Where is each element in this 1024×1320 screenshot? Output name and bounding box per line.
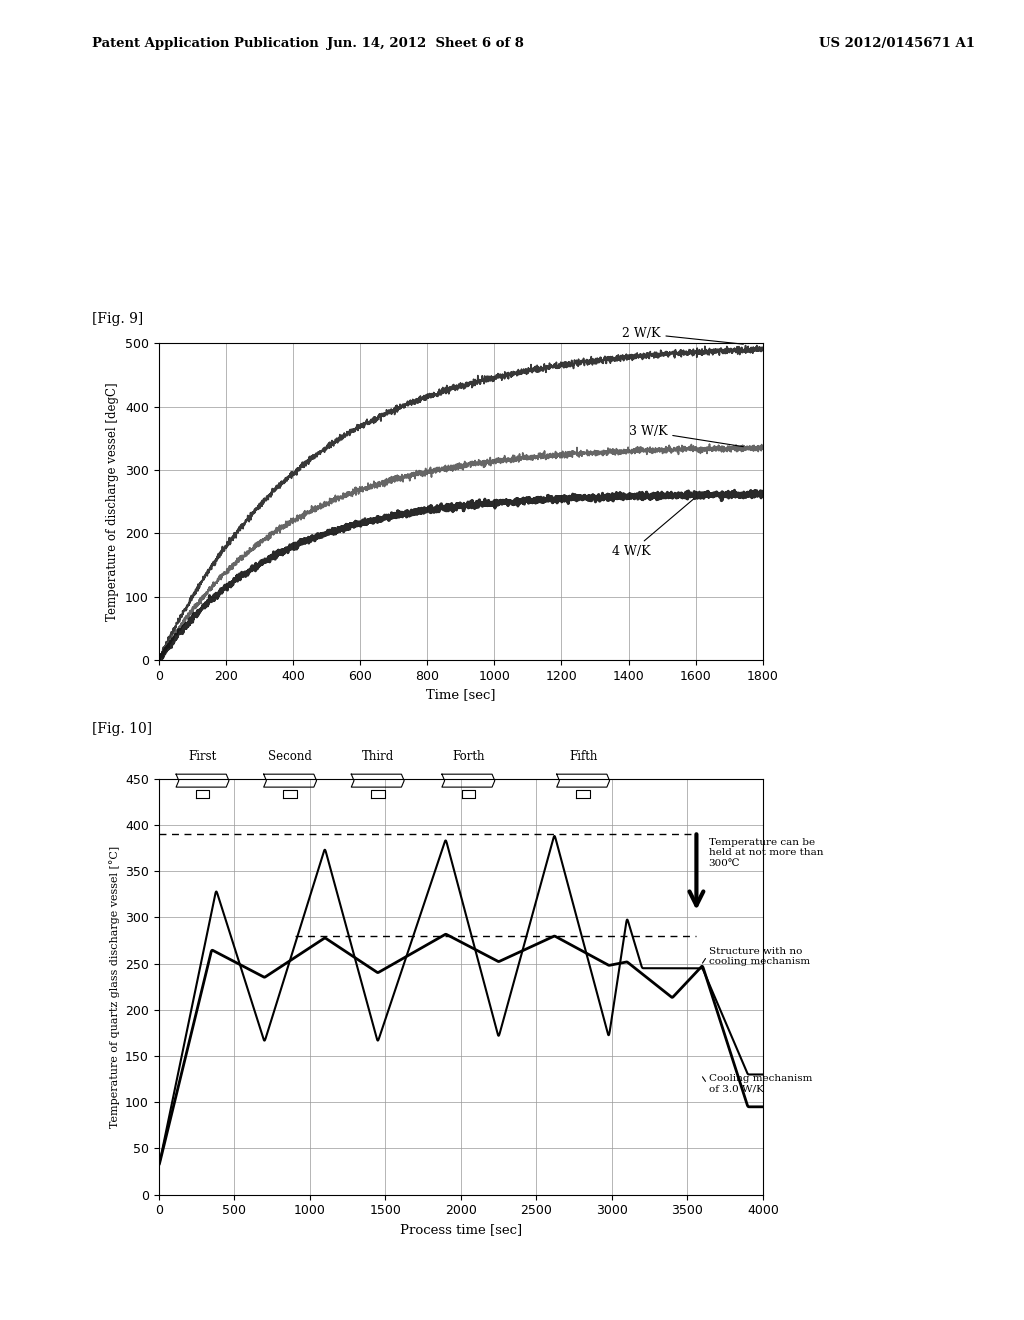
Text: 2 W/K: 2 W/K: [622, 327, 743, 345]
Text: Jun. 14, 2012  Sheet 6 of 8: Jun. 14, 2012 Sheet 6 of 8: [327, 37, 523, 50]
Text: Fifth: Fifth: [569, 750, 597, 763]
Text: [Fig. 9]: [Fig. 9]: [92, 313, 143, 326]
Y-axis label: Temperature of discharge vessel [degC]: Temperature of discharge vessel [degC]: [106, 383, 120, 620]
Text: Third: Third: [361, 750, 394, 763]
Text: 3 W/K: 3 W/K: [629, 425, 743, 446]
Text: Second: Second: [268, 750, 312, 763]
Text: Patent Application Publication: Patent Application Publication: [92, 37, 318, 50]
Text: Forth: Forth: [453, 750, 484, 763]
Text: Structure with no
cooling mechanism: Structure with no cooling mechanism: [709, 946, 810, 966]
Text: First: First: [188, 750, 217, 763]
Text: Temperature can be
held at not more than
300℃: Temperature can be held at not more than…: [709, 838, 823, 867]
X-axis label: Process time [sec]: Process time [sec]: [399, 1222, 522, 1236]
Text: Cooling mechanism
of 3.0 W/K: Cooling mechanism of 3.0 W/K: [709, 1074, 812, 1093]
Text: US 2012/0145671 A1: US 2012/0145671 A1: [819, 37, 975, 50]
Text: [Fig. 10]: [Fig. 10]: [92, 722, 153, 735]
Text: 4 W/K: 4 W/K: [611, 499, 693, 558]
Y-axis label: Temperature of quartz glass discharge vessel [°C]: Temperature of quartz glass discharge ve…: [109, 846, 120, 1127]
X-axis label: Time [sec]: Time [sec]: [426, 688, 496, 701]
